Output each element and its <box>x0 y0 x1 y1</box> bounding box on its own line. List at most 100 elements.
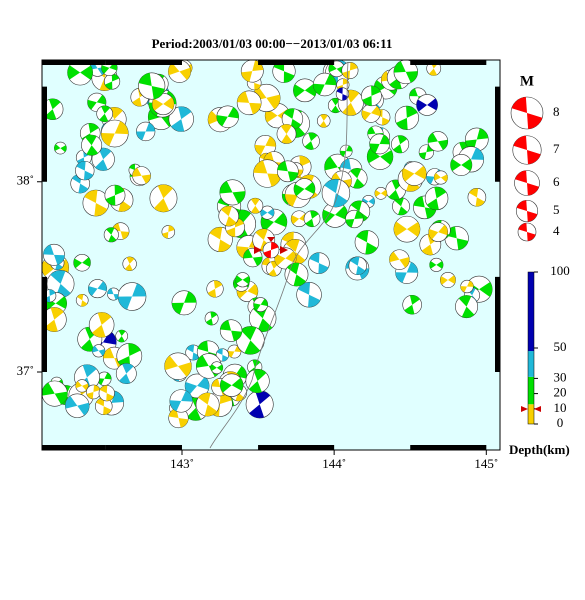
magnitude-symbol <box>515 199 539 223</box>
frame-strip <box>258 445 335 450</box>
mainshock-depth-marker <box>521 406 541 412</box>
beachball-quadrant <box>313 74 337 95</box>
beachball-quadrant <box>168 62 191 80</box>
beachball-quadrant <box>198 392 218 417</box>
beachball-quadrant <box>319 114 328 128</box>
beachball-quadrant <box>393 61 418 83</box>
beachball-quadrant <box>394 197 408 215</box>
beachball-quadrant <box>216 107 239 127</box>
beachball-quadrant <box>362 85 381 106</box>
mainshock-marker <box>267 237 275 242</box>
lon-tick-label: 145˚ <box>474 456 498 471</box>
frame-strip <box>410 60 487 65</box>
beachball-quadrant <box>428 224 448 240</box>
beachball-quadrant <box>219 181 246 204</box>
beachball-quadrant <box>235 275 250 285</box>
beachball-quadrant <box>138 72 165 100</box>
beachball-quadrant <box>210 364 223 372</box>
depth-legend-title: Depth(km) <box>509 442 570 457</box>
frame-strip <box>42 276 47 372</box>
beachball-quadrant <box>283 108 302 130</box>
beachball-quadrant <box>389 251 410 268</box>
beachball-quadrant <box>413 196 437 219</box>
magnitude-legend-title: M <box>520 73 534 89</box>
magnitude-symbol <box>517 222 537 242</box>
lon-tick-label: 143˚ <box>170 456 194 471</box>
beachball-quadrant <box>427 132 448 150</box>
beachball-quadrant <box>440 275 456 285</box>
colorbar-label: 50 <box>554 339 567 354</box>
beachball-quadrant <box>86 384 101 399</box>
beachball-quadrant <box>465 128 489 151</box>
beachball-quadrant <box>293 182 315 196</box>
beachball-quadrant <box>185 376 210 396</box>
beachball-quadrant <box>285 239 306 265</box>
beachball-quadrant <box>304 132 318 150</box>
beachball-quadrant <box>260 212 287 232</box>
beachball-quadrant <box>277 161 299 182</box>
beachball-quadrant <box>273 60 295 83</box>
beachball-quadrant <box>263 242 279 258</box>
frame-strip <box>495 86 500 182</box>
beachball-quadrant <box>249 390 271 419</box>
beachball-quadrant <box>87 94 107 110</box>
beachball-quadrant <box>241 60 264 82</box>
beachball-quadrant <box>77 294 88 307</box>
beachball-quadrant <box>340 145 353 157</box>
beachball-quadrant <box>97 372 112 385</box>
colorbar-label: 100 <box>550 263 570 278</box>
beachball-quadrant <box>42 382 68 405</box>
beachball-quadrant <box>426 186 447 210</box>
beachball-quadrant <box>434 173 448 182</box>
beachball-quadrant <box>336 87 349 101</box>
beachball-quadrant <box>168 408 189 428</box>
beachball-quadrant <box>85 135 99 156</box>
beachball-quadrant <box>44 307 64 332</box>
colorbar-label: 30 <box>554 369 567 384</box>
beachball-quadrant <box>260 208 275 217</box>
frame-strip <box>42 60 106 65</box>
beachball-quadrant <box>227 345 241 358</box>
beachball-quadrant <box>393 135 408 154</box>
beachball-quadrant <box>350 168 365 189</box>
beachball-quadrant <box>118 283 147 310</box>
lon-tick-label: 144˚ <box>322 456 346 471</box>
frame-strip <box>495 276 500 372</box>
magnitude-symbol <box>514 170 540 196</box>
beachball-quadrant <box>101 121 129 146</box>
beachball-quadrant <box>237 91 262 115</box>
lat-tick-label: 38˚ <box>17 173 34 188</box>
beachball-quadrant <box>350 256 366 275</box>
beachball-quadrant <box>342 62 358 79</box>
beachball-quadrant <box>132 167 151 184</box>
beachball-quadrant <box>515 170 539 196</box>
beachball-quadrant <box>251 198 260 214</box>
beachball-quadrant <box>171 106 192 132</box>
beachball-quadrant <box>280 124 293 144</box>
colorbar-segment <box>528 376 534 405</box>
beachball-quadrant <box>169 390 193 412</box>
beachball-outline <box>455 295 479 319</box>
colorbar-label: 20 <box>554 385 567 400</box>
mainshock-marker <box>254 246 262 254</box>
beachball-quadrant <box>117 343 141 369</box>
beachball-quadrant <box>513 135 541 165</box>
magnitude-label: 8 <box>553 104 560 119</box>
beachball-quadrant <box>119 363 134 384</box>
beachball-quadrant <box>107 288 120 300</box>
beachball-quadrant <box>92 345 105 356</box>
beachball-quadrant <box>395 262 418 283</box>
beachball-quadrant <box>516 200 538 222</box>
frame-strip <box>410 445 487 450</box>
beachball-quadrant <box>91 312 112 338</box>
beachball-quadrant <box>162 225 175 239</box>
beachball-quadrant <box>124 256 135 271</box>
beachball-quadrant <box>293 83 317 98</box>
beachball-quadrant <box>374 189 387 197</box>
beachball-quadrant <box>67 65 93 80</box>
beachball-quadrant <box>220 206 237 227</box>
beachball-quadrant <box>445 226 469 250</box>
beachball-quadrant <box>367 148 393 165</box>
beachball-quadrant <box>404 295 420 315</box>
